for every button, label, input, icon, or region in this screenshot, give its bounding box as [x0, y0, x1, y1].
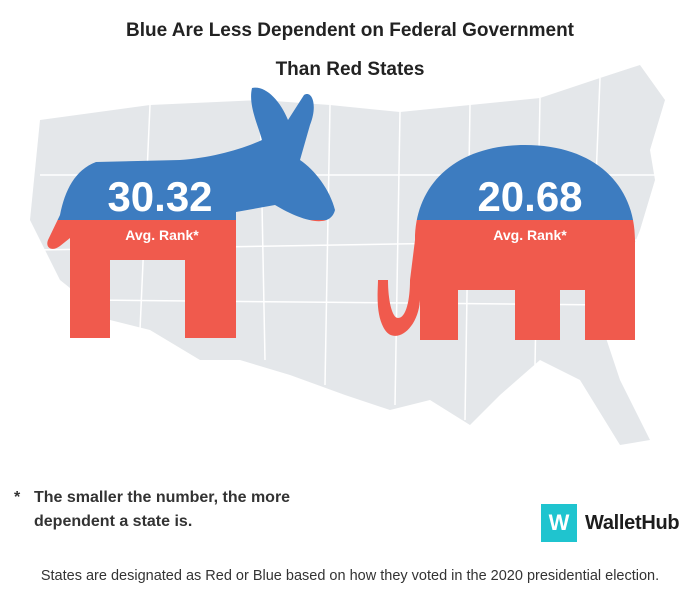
red-states-value-label: 20.68 — [477, 173, 582, 220]
blue-states-value-label: 30.32 — [107, 173, 212, 220]
footnote-text: The smaller the number, the more depende… — [34, 489, 291, 530]
blue-states-metric-label: Avg. Rank* — [125, 227, 199, 243]
footnote: * The smaller the number, the more depen… — [14, 486, 374, 534]
red-states-metric-label: Avg. Rank* — [493, 227, 567, 243]
wallethub-logo-wordmark: WalletHub — [585, 511, 680, 534]
chart-title-line-2: Than Red States — [275, 59, 425, 80]
source-note: States are designated as Red or Blue bas… — [40, 568, 660, 584]
wallethub-logo: W WalletHub — [541, 504, 680, 542]
footnote-marker: * — [14, 489, 21, 506]
chart-title-line-1: Blue Are Less Dependent on Federal Gover… — [125, 20, 574, 41]
wallethub-logo-mark: W — [541, 504, 577, 542]
